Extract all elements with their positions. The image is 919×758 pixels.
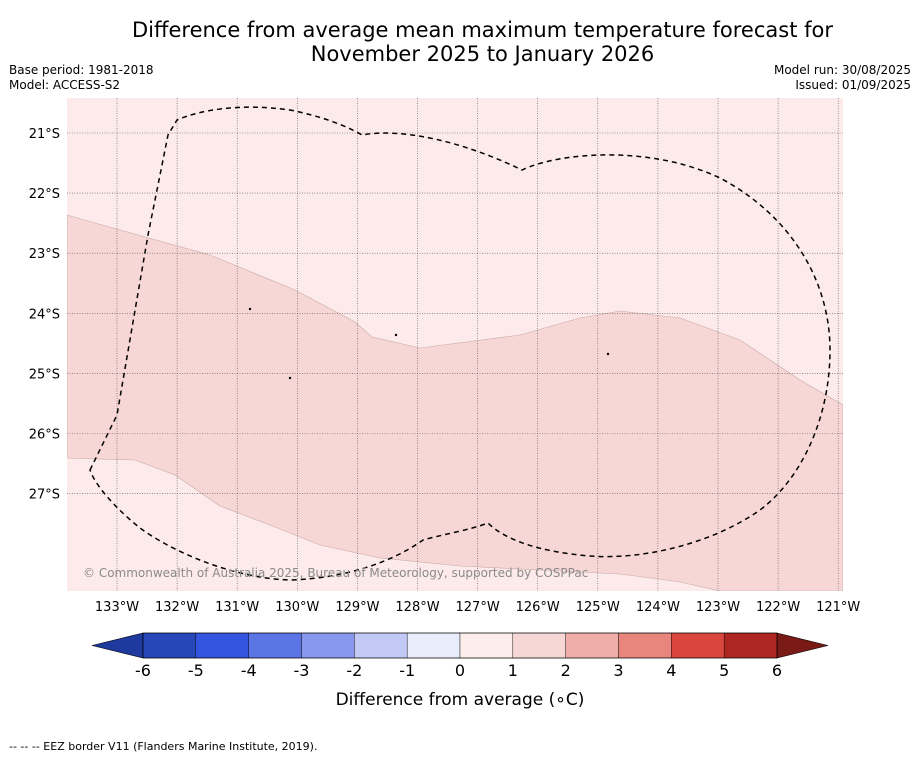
- colorbar-label: Difference from average (∘C): [336, 690, 585, 710]
- colorbar-segment: [671, 632, 725, 659]
- region-1-to-2-band: [67, 214, 843, 591]
- island-marker: [248, 307, 252, 311]
- colorbar-tick-label: -1: [399, 661, 415, 680]
- colorbar-extend-high: [776, 632, 829, 659]
- eez-border: [89, 106, 831, 581]
- colorbar-tick-label: 3: [613, 661, 623, 680]
- colorbar-tick-label: 6: [772, 661, 782, 680]
- x-tick-label: 126°W: [516, 600, 560, 615]
- colorbar-tick-label: 5: [719, 661, 729, 680]
- y-tick-label: 22°S: [29, 187, 60, 202]
- x-tick-label: 133°W: [95, 600, 139, 615]
- y-tick-label: 23°S: [29, 247, 60, 262]
- x-tick-label: 131°W: [215, 600, 259, 615]
- meta-left: Base period: 1981-2018 Model: ACCESS-S2: [9, 63, 154, 93]
- x-tick-label: 122°W: [756, 600, 800, 615]
- colorbar-frame: [142, 632, 778, 659]
- eez-footer-note: -- -- -- EEZ border V11 (Flanders Marine…: [9, 740, 318, 753]
- colorbar-segment: [565, 632, 619, 659]
- meta-right: Model run: 30/08/2025 Issued: 01/09/2025: [774, 63, 911, 93]
- island-marker: [606, 352, 610, 356]
- chart-title: Difference from average mean maximum tem…: [0, 18, 919, 66]
- title-line-1: Difference from average mean maximum tem…: [132, 18, 833, 42]
- y-tick-label: 24°S: [29, 307, 60, 322]
- colorbar-segment: [248, 632, 302, 659]
- model-run: Model run: 30/08/2025: [773, 63, 911, 77]
- x-tick-label: 130°W: [275, 600, 319, 615]
- y-tick-label: 26°S: [29, 428, 60, 443]
- colorbar-segment: [406, 632, 461, 659]
- x-tick-label: 129°W: [335, 600, 379, 615]
- x-tick-label: 121°W: [816, 600, 860, 615]
- colorbar-tick-label: -3: [294, 661, 310, 680]
- colorbar-tick-label: -2: [346, 661, 362, 680]
- colorbar-tick-label: -4: [241, 661, 257, 680]
- x-tick-label: 128°W: [395, 600, 439, 615]
- y-tick-label: 27°S: [29, 488, 60, 503]
- colorbar-tick-label: 2: [561, 661, 571, 680]
- colorbar-segment: [618, 632, 672, 659]
- colorbar-segment: [195, 632, 249, 659]
- colorbar-segment: [512, 632, 566, 659]
- island-marker: [394, 333, 398, 337]
- colorbar: -6 -5 -4 -3 -2 -1 0 1 2 3 4 5 6: [91, 632, 829, 680]
- x-tick-label: 124°W: [636, 600, 680, 615]
- issued-date: Issued: 01/09/2025: [795, 78, 911, 92]
- colorbar-tick-label: -5: [188, 661, 204, 680]
- y-tick-label: 25°S: [29, 367, 60, 382]
- island-marker: [288, 376, 292, 380]
- map-plot-area: [67, 98, 843, 591]
- model-name: Model: ACCESS-S2: [9, 78, 121, 92]
- x-tick-label: 125°W: [576, 600, 620, 615]
- colorbar-segment: [354, 632, 408, 659]
- colorbar-extend-low: [91, 632, 144, 659]
- y-tick-label: 21°S: [29, 127, 60, 142]
- forecast-map: 133°W 132°W 131°W 130°W 129°W 128°W 127°W 126°W…: [29, 98, 861, 710]
- x-tick-label: 127°W: [456, 600, 500, 615]
- colorbar-tick-label: 1: [508, 661, 518, 680]
- colorbar-tick-label: 0: [455, 661, 465, 680]
- colorbar-tick-label: -6: [135, 661, 151, 680]
- title-line-2: November 2025 to January 2026: [310, 42, 655, 66]
- colorbar-segment: [723, 632, 778, 659]
- colorbar-segment: [142, 632, 197, 659]
- x-tick-label: 123°W: [696, 600, 740, 615]
- base-period: Base period: 1981-2018: [9, 63, 154, 77]
- copyright-notice: © Commonwealth of Australia 2025, Bureau…: [83, 566, 588, 580]
- colorbar-segment: [459, 632, 514, 659]
- colorbar-segment: [301, 632, 355, 659]
- x-tick-label: 132°W: [155, 600, 199, 615]
- colorbar-tick-label: 4: [666, 661, 676, 680]
- x-tick-labels: 133°W 132°W 131°W 130°W 129°W 128°W 127°W 126°W…: [95, 600, 861, 615]
- y-tick-labels: 21°S 22°S 23°S 24°S 25°S 26°S 27°S: [29, 127, 60, 503]
